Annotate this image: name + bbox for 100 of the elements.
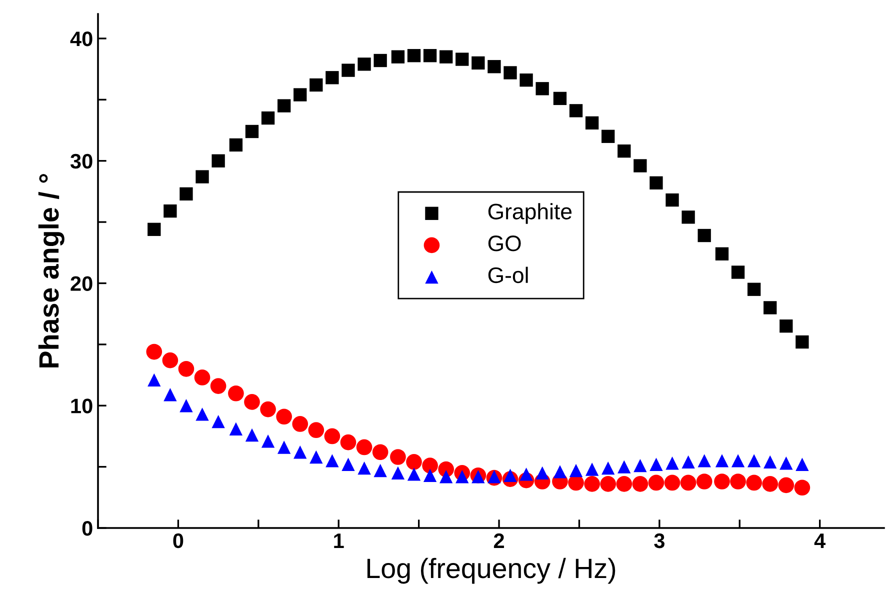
point xyxy=(342,458,355,471)
point xyxy=(229,422,243,436)
point xyxy=(212,154,225,168)
point xyxy=(180,187,193,200)
point xyxy=(730,474,746,490)
legend-label: G-ol xyxy=(488,266,528,284)
point xyxy=(632,476,648,492)
point xyxy=(326,454,339,468)
point xyxy=(600,476,616,492)
point xyxy=(666,456,679,470)
y-tick-label: 40 xyxy=(70,31,92,46)
point xyxy=(585,462,599,476)
x-tick-label: 1 xyxy=(334,534,344,548)
point xyxy=(148,373,161,387)
point xyxy=(244,394,260,410)
point xyxy=(260,401,276,418)
point xyxy=(245,428,259,442)
point xyxy=(796,335,809,349)
point xyxy=(602,461,615,475)
point xyxy=(698,454,711,468)
point xyxy=(714,474,730,490)
point xyxy=(228,385,244,402)
point xyxy=(747,282,761,296)
point xyxy=(746,474,762,491)
x-tick-label: 2 xyxy=(494,533,504,548)
point xyxy=(229,138,243,152)
legend-label: GO xyxy=(488,236,521,252)
point xyxy=(407,49,421,62)
point xyxy=(680,474,696,491)
point xyxy=(650,458,663,471)
point xyxy=(650,176,663,190)
point xyxy=(472,56,485,70)
point xyxy=(358,58,371,71)
point xyxy=(634,159,647,172)
point xyxy=(310,450,323,464)
point xyxy=(715,247,729,260)
y-tick-label: 10 xyxy=(71,398,92,414)
point xyxy=(164,204,177,218)
point xyxy=(715,454,729,468)
point xyxy=(504,66,517,80)
point xyxy=(585,116,599,130)
point xyxy=(616,476,632,492)
point xyxy=(162,352,178,368)
point xyxy=(618,144,631,158)
y-tick-label: 30 xyxy=(70,154,92,169)
point xyxy=(553,92,567,106)
point xyxy=(308,422,324,438)
point xyxy=(747,454,761,468)
point xyxy=(180,399,193,412)
point xyxy=(569,104,583,118)
point xyxy=(148,222,161,236)
point xyxy=(261,111,275,125)
point xyxy=(245,124,259,138)
point xyxy=(210,378,226,394)
point xyxy=(472,470,485,484)
point xyxy=(423,468,437,482)
point xyxy=(520,468,533,481)
point xyxy=(440,470,453,484)
point xyxy=(212,414,225,428)
point xyxy=(698,228,711,242)
point xyxy=(553,465,567,478)
x-tick-label: 3 xyxy=(654,533,664,548)
point xyxy=(634,459,647,472)
point xyxy=(164,388,177,402)
x-tick-label: 0 xyxy=(173,533,184,548)
point xyxy=(422,458,438,474)
point xyxy=(764,301,777,314)
point xyxy=(277,440,291,454)
point xyxy=(664,474,680,491)
point xyxy=(731,454,745,468)
point xyxy=(456,470,469,484)
point xyxy=(794,480,810,496)
point xyxy=(374,464,387,478)
point xyxy=(764,455,777,468)
point xyxy=(196,408,209,421)
point xyxy=(778,477,794,494)
point xyxy=(648,474,664,491)
point xyxy=(682,210,695,224)
point xyxy=(780,456,793,470)
point xyxy=(196,170,209,184)
point xyxy=(520,74,533,87)
point xyxy=(682,455,695,468)
point xyxy=(194,370,210,386)
point xyxy=(372,444,388,460)
point xyxy=(488,60,501,74)
point xyxy=(342,64,355,77)
point xyxy=(276,408,292,425)
point xyxy=(440,50,453,64)
point xyxy=(536,466,549,480)
point xyxy=(261,434,275,448)
y-tick-label: 20 xyxy=(70,276,92,291)
point xyxy=(292,416,308,432)
point xyxy=(406,454,422,470)
point xyxy=(324,428,340,444)
point xyxy=(536,82,549,96)
point xyxy=(326,71,339,84)
point xyxy=(310,78,323,92)
point xyxy=(374,54,387,68)
point xyxy=(456,52,469,66)
point xyxy=(504,468,517,482)
